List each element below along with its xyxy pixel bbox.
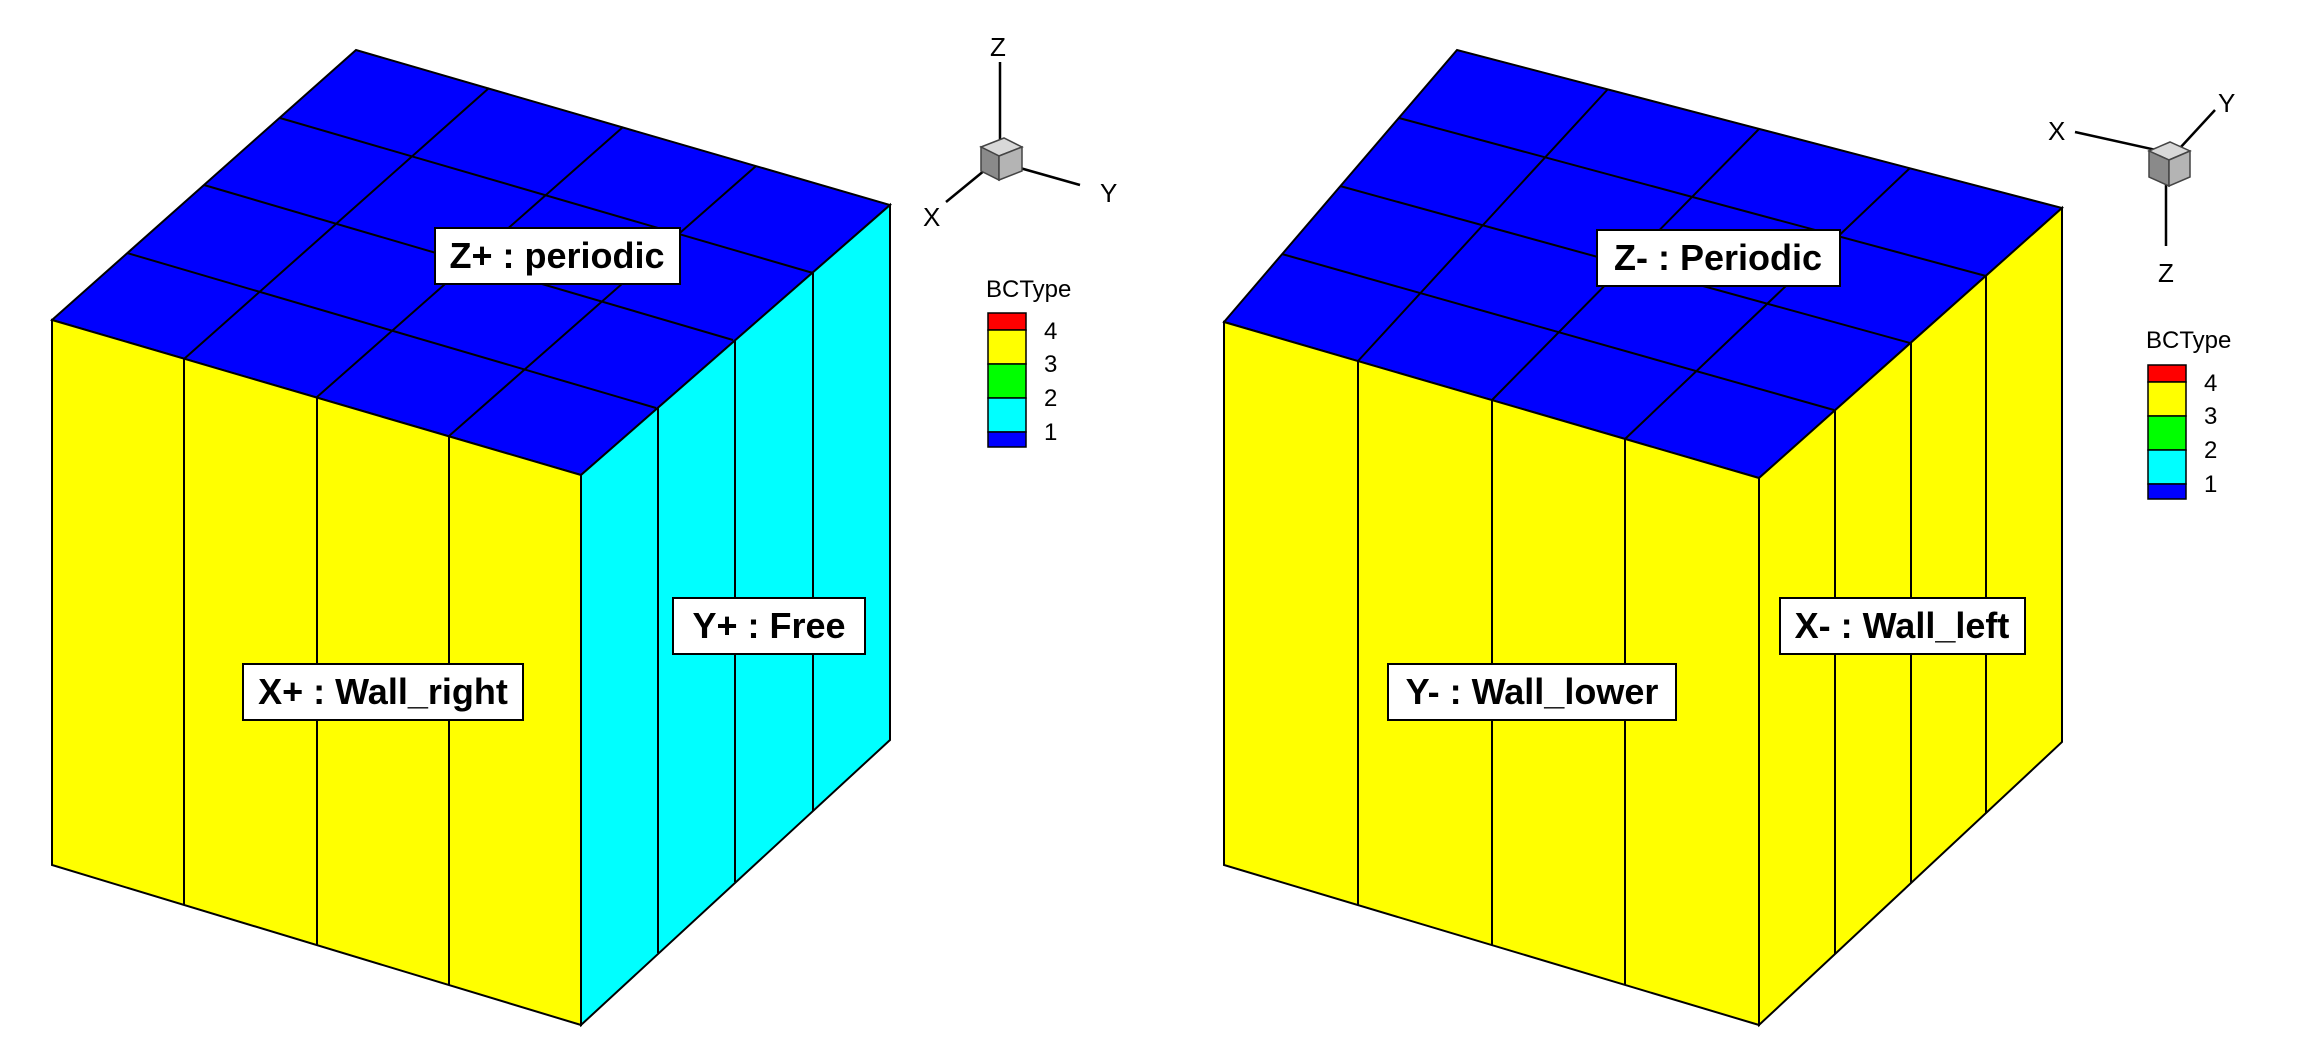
right-label-top: Z- : Periodic [1596, 229, 1841, 287]
legend-value-4: 4 [2204, 370, 2217, 397]
legend-swatch-2 [2147, 415, 2187, 451]
label-box [1596, 229, 1841, 287]
left-label-front: X+ : Wall_right [242, 663, 524, 721]
axis-label-y: Y [1100, 178, 1117, 208]
legend-swatch-1 [2147, 449, 2187, 485]
legend-swatch-0 [2147, 483, 2187, 500]
right-axis-triad: X Y Z [2048, 88, 2235, 288]
face-label-side-text: Y+ : Free [692, 605, 845, 646]
legend-swatch-4 [2147, 364, 2187, 383]
axis-cube-icon [979, 137, 1024, 182]
legend-value-4: 4 [1044, 318, 1057, 345]
face-label-side-text: X- : Wall_left [1795, 605, 2010, 646]
axis-cube-icon [2147, 141, 2192, 188]
axis-label-y: Y [2218, 88, 2235, 118]
legend-value-3: 3 [2204, 403, 2217, 430]
face-label-top-text: Z- : Periodic [1614, 237, 1822, 278]
right-label-side: X- : Wall_left [1779, 597, 2026, 655]
label-box [1779, 597, 2026, 655]
left-panel: Z+ : periodic X+ : Wall_right Y+ : Free … [49, 32, 1117, 1028]
legend-value-1: 1 [2204, 471, 2217, 498]
left-axis-triad: Z Y X [923, 32, 1117, 232]
label-box [434, 227, 681, 285]
left-cube [49, 48, 893, 1028]
label-box [672, 597, 866, 655]
left-label-top: Z+ : periodic [434, 227, 681, 285]
legend-swatch-3 [987, 329, 1027, 365]
label-box [242, 663, 524, 721]
axis-label-z: Z [990, 32, 1006, 62]
left-label-side: Y+ : Free [672, 597, 866, 655]
right-legend: BCType 4 3 2 1 [2146, 327, 2231, 500]
legend-swatch-2 [987, 363, 1027, 399]
axis-label-x: X [2048, 116, 2065, 146]
legend-value-3: 3 [1044, 351, 1057, 378]
left-legend: BCType 4 3 2 1 [986, 276, 1071, 448]
face-label-front-text: X+ : Wall_right [258, 671, 508, 712]
axis-label-x: X [923, 202, 940, 232]
face-label-front-text: Y- : Wall_lower [1406, 671, 1659, 712]
right-cube [1222, 48, 2065, 1028]
legend-swatch-0 [987, 431, 1027, 448]
right-label-front: Y- : Wall_lower [1387, 663, 1677, 721]
axis-label-z: Z [2158, 258, 2174, 288]
legend-swatch-4 [987, 312, 1027, 331]
face-label-top-text: Z+ : periodic [449, 235, 664, 276]
legend-title: BCType [986, 276, 1071, 303]
legend-title: BCType [2146, 327, 2231, 354]
label-box [1387, 663, 1677, 721]
legend-value-1: 1 [1044, 419, 1057, 446]
legend-value-2: 2 [1044, 385, 1057, 412]
legend-value-2: 2 [2204, 437, 2217, 464]
right-panel: Z- : Periodic Y- : Wall_lower X- : Wall_… [1222, 48, 2235, 1028]
legend-swatch-1 [987, 397, 1027, 433]
legend-swatch-3 [2147, 381, 2187, 417]
